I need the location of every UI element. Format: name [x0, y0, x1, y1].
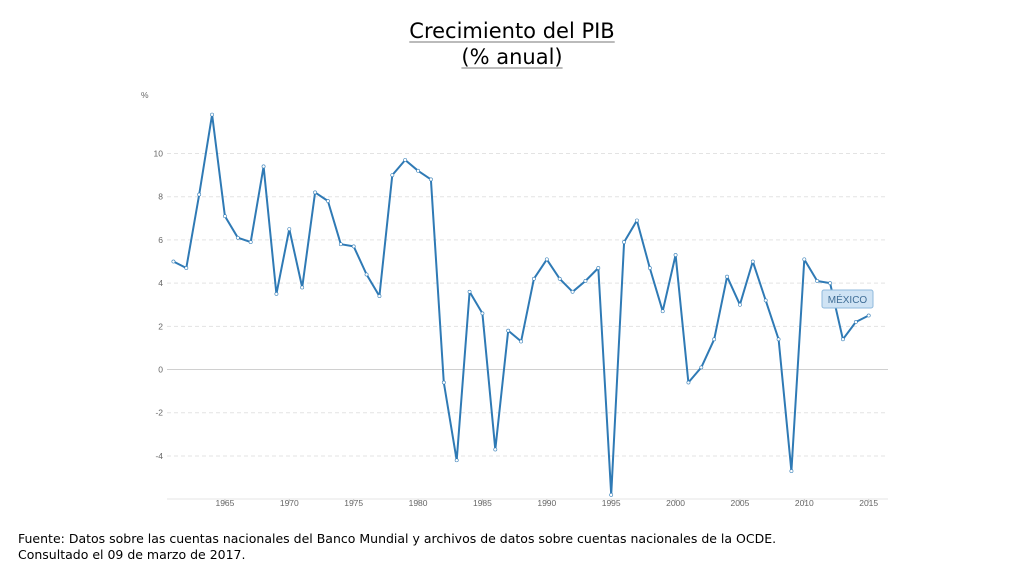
x-tick-label: 1985	[473, 498, 492, 508]
data-point	[519, 339, 523, 344]
data-point	[609, 492, 614, 497]
x-tick-label: 1965	[215, 498, 234, 508]
data-point	[274, 292, 279, 296]
series-label-background	[821, 289, 874, 309]
data-point	[673, 253, 678, 257]
data-point	[480, 311, 485, 316]
data-point	[467, 289, 472, 294]
y-tick-label: 8	[158, 192, 163, 202]
series-group	[171, 112, 871, 497]
x-tick-label: 1990	[537, 498, 556, 508]
x-tick-label: 2005	[730, 498, 749, 508]
data-point	[738, 302, 742, 307]
source-note: Fuente: Datos sobre las cuentas nacional…	[18, 531, 776, 563]
data-point	[557, 276, 562, 281]
data-point	[338, 242, 343, 247]
data-point	[763, 298, 768, 303]
x-tick-label: 1995	[602, 498, 621, 508]
data-point	[699, 365, 704, 370]
source-line-1: Fuente: Datos sobre las cuentas nacional…	[18, 531, 777, 546]
data-point	[660, 309, 665, 314]
data-point	[583, 279, 588, 283]
x-tick-label: 2015	[859, 498, 878, 508]
data-point	[403, 158, 408, 162]
data-point	[235, 235, 240, 240]
data-point	[853, 320, 858, 324]
data-point	[841, 337, 845, 342]
data-point	[493, 447, 498, 452]
data-point	[377, 294, 382, 298]
x-axis-ticks: 1965 1970 1975 1980 1985 1990 1995 2000 2005 2010…	[215, 498, 878, 508]
series-line	[172, 113, 870, 496]
data-point	[197, 192, 202, 197]
data-point	[686, 380, 691, 385]
x-tick-label: 1975	[344, 498, 363, 508]
data-point	[184, 266, 189, 270]
data-point	[776, 337, 781, 342]
x-tick-label: 1970	[280, 498, 299, 508]
y-tick-label: 2	[158, 321, 163, 331]
x-tick-label: 1980	[409, 498, 428, 508]
y-tick-label: -2	[155, 408, 163, 418]
data-point	[828, 281, 832, 286]
series-label-box[interactable]: MÉXICO	[821, 289, 874, 309]
data-point	[635, 218, 639, 223]
data-point	[532, 276, 536, 281]
y-axis-label: %	[141, 90, 149, 100]
data-point	[802, 257, 807, 262]
data-point	[313, 190, 317, 195]
data-point	[506, 328, 511, 333]
chart-title: Crecimiento del PIB (% anual)	[0, 18, 1024, 70]
data-point	[287, 227, 292, 232]
data-point	[210, 112, 214, 117]
data-point	[622, 240, 626, 244]
data-point	[544, 257, 549, 262]
y-tick-label: 4	[158, 278, 163, 288]
x-tick-label: 2010	[795, 498, 814, 508]
data-point	[866, 313, 871, 318]
data-point	[364, 272, 369, 277]
data-point	[429, 177, 433, 182]
data-point	[789, 469, 794, 473]
y-tick-label: 6	[158, 235, 163, 245]
y-tick-label: -4	[155, 451, 163, 461]
data-point	[712, 337, 717, 342]
series-label-text: MÉXICO	[828, 293, 868, 306]
data-point	[326, 199, 330, 203]
data-point	[570, 289, 575, 294]
data-point	[454, 458, 459, 463]
data-point	[647, 266, 652, 270]
data-point	[596, 266, 601, 270]
data-point	[300, 285, 305, 290]
data-point	[815, 279, 820, 283]
data-point	[390, 173, 395, 177]
chart-title-main: Crecimiento del PIB	[409, 19, 615, 43]
chart-gridlines	[167, 152, 888, 500]
source-line-2: Consultado el 09 de marzo de 2017.	[18, 547, 246, 562]
y-tick-label: 10	[154, 148, 164, 158]
y-axis-ticks: 10 8 6 4 2 0 -2 -4	[154, 148, 164, 460]
data-point	[416, 168, 420, 173]
data-point	[725, 274, 729, 279]
x-tick-label: 2000	[666, 498, 685, 508]
chart-subtitle: (% anual)	[461, 45, 563, 69]
data-point	[248, 240, 253, 244]
y-tick-label: 0	[158, 365, 163, 375]
data-point	[351, 244, 356, 249]
data-point	[171, 259, 176, 264]
data-point	[441, 380, 446, 385]
data-point	[223, 214, 227, 219]
data-point	[261, 164, 266, 169]
data-point	[750, 259, 755, 264]
